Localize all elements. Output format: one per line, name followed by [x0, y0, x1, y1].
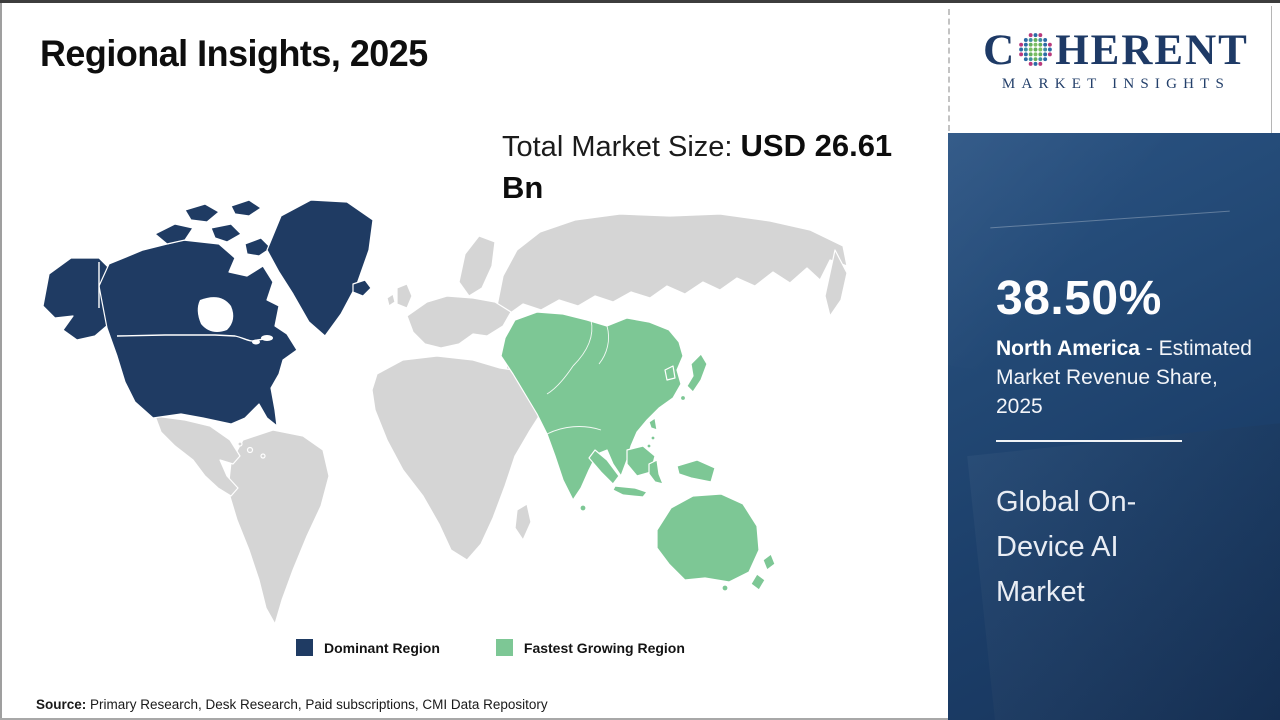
sidebar-divider: [996, 439, 1182, 442]
asia-internal-borders: [546, 319, 610, 435]
market-share-desc-text: - Estimated Market Revenue Share, 2025: [996, 337, 1252, 418]
legend-item-fastest-growing: Fastest Growing Region: [495, 639, 685, 656]
arctic-island: [154, 223, 194, 245]
legend-label-dominant: Dominant Region: [324, 639, 440, 656]
region-south-america: [227, 429, 330, 625]
market-share-description: North America - Estimated Market Revenue…: [996, 335, 1258, 422]
total-market-size-value: USD 26.61 Bn: [502, 128, 893, 206]
arctic-island: [230, 199, 262, 217]
country-new-zealand-north: [762, 553, 776, 571]
page-title: Regional Insights, 2025: [40, 33, 428, 74]
country-madagascar: [514, 503, 532, 541]
country-tasmania: [721, 584, 729, 592]
legend-swatch-fastest-growing: [495, 639, 513, 656]
country-greenland: [266, 199, 374, 337]
coherent-logo-globe-icon: [1019, 33, 1053, 66]
region-north-america: [42, 199, 374, 427]
source-line: Source: Primary Research, Desk Research,…: [36, 697, 548, 712]
market-name: Global On-Device AI Market: [996, 485, 1137, 608]
coherent-logo-wordmark: C HERENT: [972, 29, 1260, 72]
legend-label-fastest-growing: Fastest Growing Region: [523, 639, 685, 656]
country-canada-usa: [98, 239, 298, 427]
region-asia-pacific: [500, 311, 776, 592]
country-philippines-island: [646, 443, 652, 449]
country-sri-lanka: [579, 504, 587, 512]
region-mexico-central-america: [154, 415, 241, 497]
country-sumatra: [588, 449, 620, 485]
country-korea: [664, 365, 676, 381]
market-share-value: 38.50%: [996, 272, 1162, 325]
country-philippines: [648, 417, 658, 431]
header-dashed-divider: [948, 9, 950, 131]
arctic-island: [184, 203, 220, 223]
country-java: [612, 485, 648, 498]
asia-mainland: [500, 311, 684, 501]
total-market-size-label: Total Market Size:: [502, 131, 741, 163]
north-america-details: [98, 262, 273, 345]
coherent-logo: C HERENT MARKET INSIGHTS: [972, 29, 1260, 93]
page-border-right: [1271, 6, 1272, 134]
region-scandinavia: [458, 235, 496, 297]
country-russia: [496, 213, 848, 315]
country-kamchatka: [824, 249, 848, 317]
region-europe: [406, 295, 512, 349]
country-australia: [656, 493, 760, 583]
source-label: Source:: [36, 697, 87, 712]
total-market-size: Total Market Size: USD 26.61 Bn: [502, 125, 920, 209]
page-border-bottom: [0, 718, 1280, 720]
country-new-zealand-south: [750, 573, 766, 591]
map-legend: Dominant Region Fastest Growing Region: [296, 639, 685, 656]
legend-item-dominant: Dominant Region: [296, 639, 440, 656]
country-uk: [396, 283, 413, 309]
legend-swatch-dominant: [296, 639, 313, 656]
world-map: [42, 199, 848, 625]
country-philippines-island: [650, 435, 656, 441]
logo-letter-c: C: [983, 27, 1017, 74]
arctic-island: [210, 223, 242, 243]
country-sulawesi: [648, 459, 664, 485]
country-new-guinea: [676, 459, 716, 483]
arctic-island: [244, 237, 272, 257]
country-japan-island: [679, 394, 687, 402]
country-ireland: [386, 293, 396, 307]
logo-subtitle: MARKET INSIGHTS: [1001, 76, 1231, 92]
market-share-region: North America: [996, 337, 1140, 360]
stats-sidebar: 38.50% North America - Estimated Market …: [948, 133, 1280, 720]
country-iceland: [352, 279, 372, 297]
source-text: Primary Research, Desk Research, Paid su…: [86, 697, 548, 712]
region-africa: [371, 355, 551, 561]
logo-letters-rest: HERENT: [1055, 27, 1249, 74]
country-japan: [686, 353, 708, 393]
page-border-left: [0, 3, 2, 720]
